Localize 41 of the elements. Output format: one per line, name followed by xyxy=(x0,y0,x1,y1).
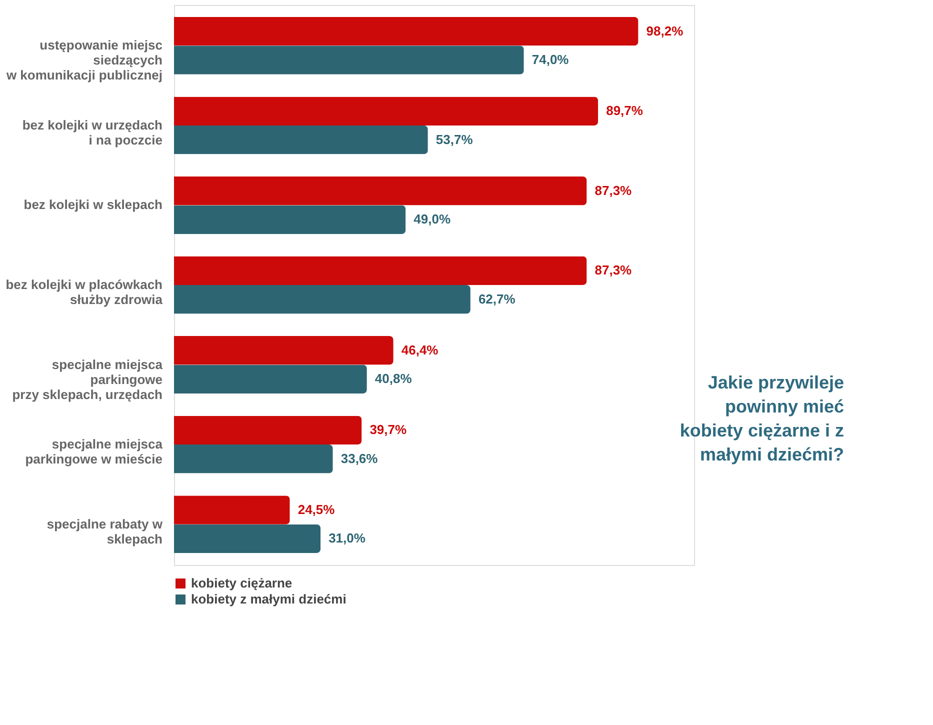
data-label: 98,2% xyxy=(646,23,684,38)
text: kobiety ciężarne i z xyxy=(680,420,844,441)
data-label: 40,8% xyxy=(374,371,412,386)
text: powinny mieć xyxy=(724,396,844,417)
data-label: 74,0% xyxy=(532,52,570,68)
data-label: 33,6% xyxy=(340,450,378,466)
text: Jakie przywileje xyxy=(708,372,844,393)
data-label: 31,0% xyxy=(328,530,366,546)
y-tick-label: bez kolejki w urzędach i na poczcie xyxy=(22,117,163,148)
bar xyxy=(174,444,333,474)
y-tick-label: specjalne rabaty w sklepach xyxy=(46,516,164,546)
y-tick-label: specjalne miejsca parkingowe w mieście xyxy=(25,436,164,467)
y-tick-label: bez kolejki w sklepach xyxy=(24,197,163,212)
bar xyxy=(174,16,638,46)
bar xyxy=(174,285,470,314)
legend-label: kobiety ciężarne xyxy=(191,576,292,590)
bar xyxy=(174,46,524,74)
bar xyxy=(174,205,406,234)
bar xyxy=(174,416,362,445)
data-label: 24,5% xyxy=(298,502,336,517)
bar xyxy=(174,496,290,524)
data-label: 62,7% xyxy=(478,291,516,306)
bar xyxy=(174,524,321,554)
data-label: 89,7% xyxy=(606,103,644,118)
bar xyxy=(174,256,587,285)
y-tick-label: ustępowanie miejsc siedzących w komunikacji publicznej xyxy=(5,38,163,83)
data-label: 87,3% xyxy=(594,262,632,278)
data-label: 39,7% xyxy=(370,422,407,438)
data-label: 87,3% xyxy=(594,182,632,198)
bar xyxy=(174,96,598,126)
bar xyxy=(174,336,394,365)
y-tick-label: specjalne miejsca parkingowe przy sklepach, urzędach xyxy=(12,356,164,402)
y-tick-label: bez kolejki w placówkach służby zdrowia xyxy=(6,277,164,307)
bar xyxy=(174,176,587,206)
data-label: 49,0% xyxy=(414,212,451,227)
legend-label: kobiety z małymi dziećmi xyxy=(191,592,346,606)
bar xyxy=(174,364,367,394)
bar xyxy=(174,125,428,154)
data-label: 46,4% xyxy=(401,342,439,358)
text: małymi dziećmi? xyxy=(700,444,844,465)
data-label: 53,7% xyxy=(436,132,474,147)
